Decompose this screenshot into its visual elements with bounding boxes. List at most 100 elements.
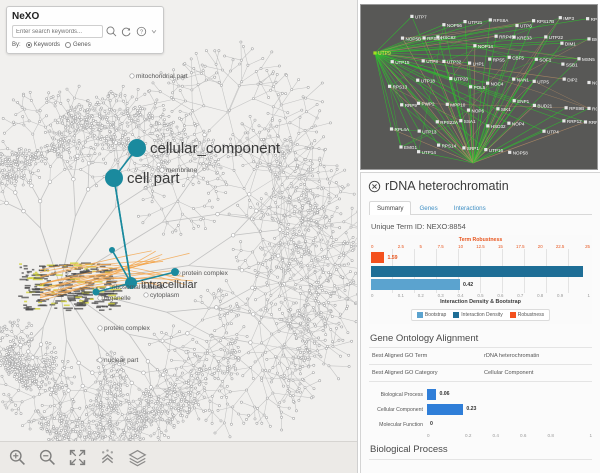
tree-node[interactable]: [300, 174, 304, 178]
tree-node[interactable]: [222, 324, 226, 327]
tree-node[interactable]: [127, 139, 131, 143]
tree-node[interactable]: [191, 363, 195, 367]
tree-node[interactable]: [268, 424, 272, 428]
tree-node[interactable]: [56, 121, 59, 125]
tree-node[interactable]: [307, 253, 311, 257]
tree-node[interactable]: [287, 151, 291, 155]
tree-node[interactable]: [335, 167, 339, 171]
tree-node[interactable]: [113, 109, 117, 113]
tree-node[interactable]: [259, 308, 263, 312]
tree-node[interactable]: [190, 219, 193, 223]
tree-node[interactable]: [240, 122, 244, 126]
tree-node[interactable]: [125, 137, 129, 141]
tree-node[interactable]: [253, 288, 257, 291]
tree-node[interactable]: [294, 257, 297, 261]
tree-node[interactable]: [277, 227, 283, 232]
tree-node[interactable]: [97, 366, 101, 369]
tree-node[interactable]: [172, 414, 176, 417]
tree-node[interactable]: [62, 390, 66, 394]
tree-node[interactable]: [156, 162, 161, 167]
tree-node[interactable]: [78, 116, 82, 119]
tree-node[interactable]: [194, 138, 198, 142]
tree-node[interactable]: [225, 395, 229, 399]
tree-node[interactable]: [263, 292, 267, 296]
tree-node[interactable]: [0, 181, 2, 185]
tree-node[interactable]: [291, 394, 295, 398]
tree-node[interactable]: [20, 168, 24, 172]
tree-node[interactable]: [123, 129, 127, 133]
tree-node[interactable]: [328, 292, 332, 296]
tree-node[interactable]: [113, 361, 117, 365]
tree-node[interactable]: [280, 415, 283, 419]
tree-node[interactable]: [21, 209, 26, 214]
tree-node[interactable]: [259, 315, 263, 319]
tree-node[interactable]: [266, 152, 270, 156]
tree-node[interactable]: [159, 174, 163, 178]
tree-node[interactable]: [28, 90, 32, 94]
tree-node[interactable]: [297, 173, 301, 177]
tree-node[interactable]: [71, 125, 74, 129]
tree-node[interactable]: [292, 273, 296, 277]
tree-node[interactable]: [53, 379, 57, 383]
tree-node[interactable]: [120, 355, 124, 359]
tree-node[interactable]: [141, 107, 145, 111]
tree-node[interactable]: [125, 121, 129, 125]
tree-node[interactable]: [290, 185, 294, 189]
tree-node[interactable]: [338, 226, 342, 230]
tree-node[interactable]: [39, 146, 43, 150]
tree-node[interactable]: [226, 356, 230, 360]
tree-node[interactable]: [202, 386, 206, 390]
tree-node[interactable]: [105, 353, 109, 356]
tree-node[interactable]: [74, 115, 77, 119]
tree-node[interactable]: [177, 409, 180, 413]
tree-node[interactable]: [279, 410, 283, 414]
tree-node[interactable]: [191, 175, 195, 179]
tree-node[interactable]: [141, 416, 145, 420]
tree-node[interactable]: [347, 283, 351, 287]
tree-node[interactable]: [23, 163, 27, 167]
tree-node[interactable]: [302, 236, 306, 240]
tree-node[interactable]: [95, 426, 99, 430]
tree-node[interactable]: [122, 148, 126, 152]
tree-node[interactable]: [226, 322, 230, 326]
tree-node[interactable]: [137, 124, 141, 128]
tree-node[interactable]: [277, 405, 281, 409]
tree-node[interactable]: [265, 281, 269, 285]
tree-node[interactable]: [95, 184, 99, 188]
tree-node[interactable]: [112, 373, 116, 377]
tree-node[interactable]: [324, 333, 328, 337]
tree-node[interactable]: [31, 171, 35, 175]
tree-node[interactable]: [250, 47, 254, 51]
tree-node[interactable]: [234, 145, 239, 150]
tree-node[interactable]: [163, 388, 167, 392]
tree-node[interactable]: [96, 404, 99, 408]
tree-node[interactable]: [283, 138, 287, 142]
tree-node[interactable]: [183, 75, 186, 78]
ontology-tree-panel[interactable]: cellular_component cell part intracellular…: [0, 0, 358, 473]
tree-node[interactable]: [189, 393, 193, 397]
tree-node[interactable]: [76, 424, 80, 428]
tree-node[interactable]: [70, 114, 74, 118]
tree-node[interactable]: [289, 139, 293, 143]
tree-node[interactable]: [198, 367, 201, 371]
tree-node[interactable]: [302, 327, 306, 331]
tree-node[interactable]: [176, 393, 180, 397]
tree-node[interactable]: [9, 164, 13, 168]
tree-node[interactable]: [342, 253, 346, 257]
tree-node[interactable]: [91, 115, 95, 118]
tree-node[interactable]: [162, 108, 166, 112]
tree-node[interactable]: [286, 187, 290, 191]
tree-node[interactable]: [136, 404, 140, 408]
tree-node[interactable]: [270, 50, 274, 54]
tree-node[interactable]: [223, 348, 227, 352]
tree-node[interactable]: [323, 209, 327, 213]
tree-node[interactable]: [248, 340, 253, 345]
tree-node[interactable]: [279, 103, 283, 107]
tree-node[interactable]: [319, 355, 323, 359]
tree-node[interactable]: [143, 394, 147, 398]
tree-node[interactable]: [217, 49, 221, 53]
tree-node[interactable]: [59, 401, 63, 405]
tree-node[interactable]: [93, 152, 97, 156]
tree-node[interactable]: [297, 131, 301, 135]
tree-node[interactable]: [323, 254, 327, 258]
